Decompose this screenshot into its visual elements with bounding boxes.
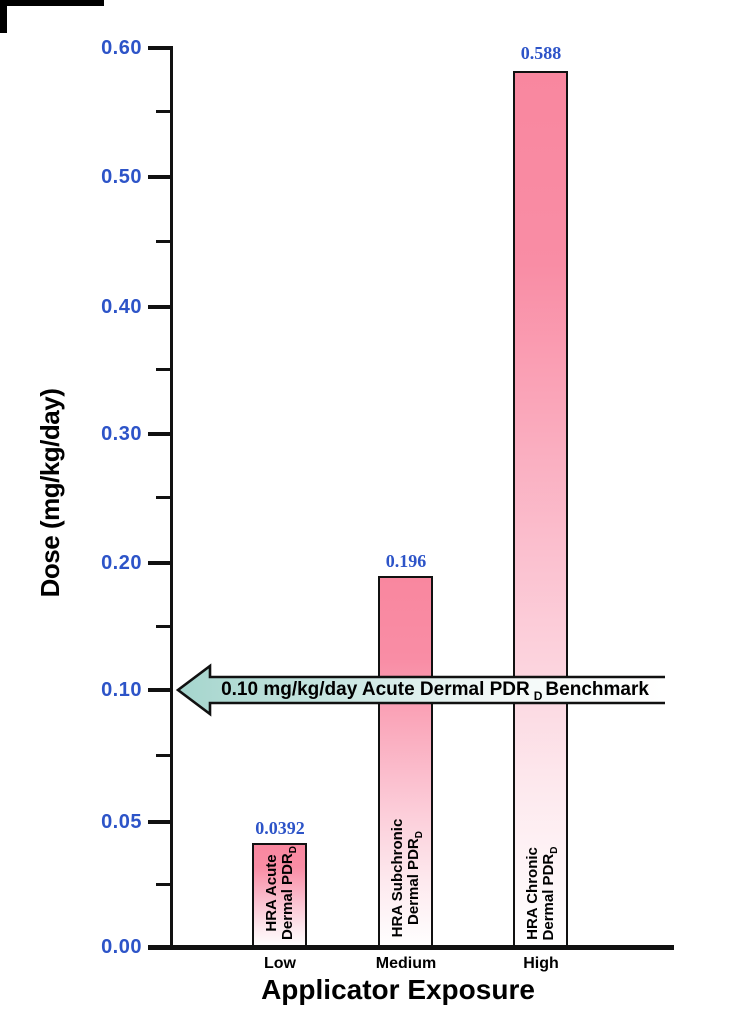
y-major-tick <box>148 432 172 436</box>
y-major-tick <box>148 46 172 50</box>
y-major-tick <box>148 175 172 179</box>
y-tick-label-030: 0.30 <box>101 423 142 445</box>
x-category-medium: Medium <box>375 955 437 972</box>
benchmark-arrow-icon <box>176 663 665 717</box>
bar-low: HRA Acute Dermal PDRD <box>252 843 307 949</box>
x-axis-line <box>148 945 674 950</box>
y-minor-tick <box>156 754 172 757</box>
y-major-tick <box>148 820 172 824</box>
bar-low-inner-label: HRA Acute Dermal PDRD <box>262 846 299 940</box>
y-minor-tick <box>156 625 172 628</box>
x-axis-title: Applicator Exposure <box>261 974 535 1005</box>
bar-low-value-label: 0.0392 <box>255 818 305 838</box>
bar-high-inner-label: HRA Chronic Dermal PDRD <box>523 846 560 941</box>
benchmark-label: 0.10 mg/kg/day Acute Dermal PDR D Benchmar… <box>221 679 649 703</box>
y-minor-tick <box>156 368 172 371</box>
bar-high-value-label: 0.588 <box>520 43 562 63</box>
y-tick-label-000: 0.00 <box>101 936 142 958</box>
scan-artifact-left <box>0 0 7 33</box>
y-minor-tick <box>156 496 172 499</box>
y-axis-line <box>170 46 173 949</box>
y-tick-label-005: 0.05 <box>101 811 142 833</box>
bar-medium: HRA Subchronic Dermal PDRD <box>378 576 433 949</box>
bar-medium-inner-label: HRA Subchronic Dermal PDRD <box>388 818 425 938</box>
y-minor-tick <box>156 110 172 113</box>
y-tick-label-060: 0.60 <box>101 37 142 59</box>
y-major-tick <box>148 561 172 565</box>
bar-medium-value-label: 0.196 <box>385 551 427 571</box>
x-category-low: Low <box>264 955 296 972</box>
y-minor-tick <box>156 240 172 243</box>
y-tick-label-050: 0.50 <box>101 166 142 188</box>
y-major-tick <box>148 305 172 309</box>
y-major-tick <box>148 688 172 692</box>
y-minor-tick <box>156 883 172 886</box>
y-tick-label-040: 0.40 <box>101 296 142 318</box>
y-tick-label-010: 0.10 <box>101 679 142 701</box>
x-category-high: High <box>523 955 559 972</box>
y-tick-label-020: 0.20 <box>101 552 142 574</box>
bar-high: HRA Chronic Dermal PDRD <box>513 71 568 949</box>
scan-artifact-top <box>0 0 104 6</box>
